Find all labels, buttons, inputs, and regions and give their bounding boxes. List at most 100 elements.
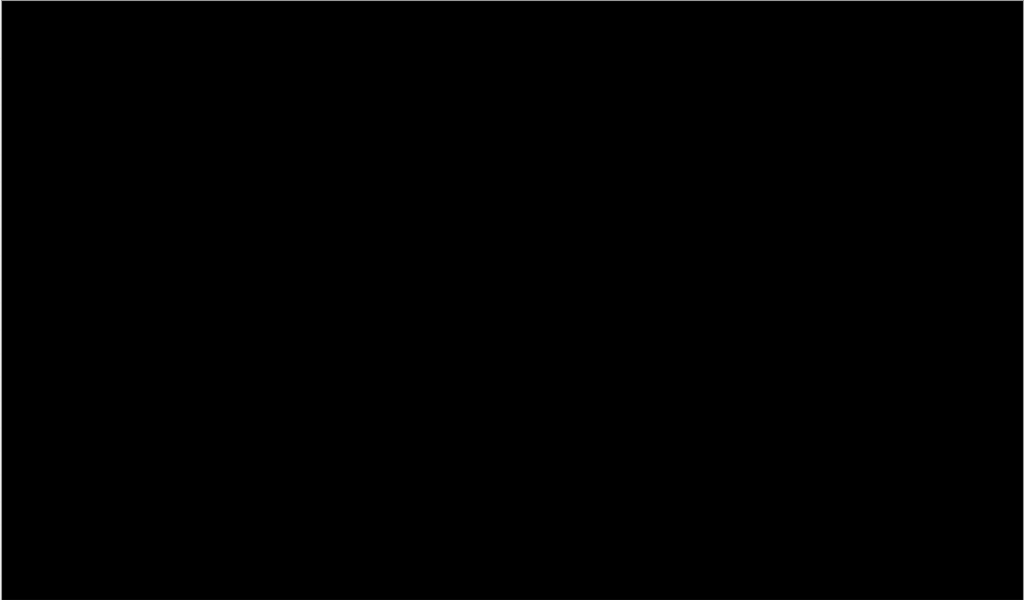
Text: 10460: 10460 — [984, 559, 1012, 568]
Text: 8368: 8368 — [887, 559, 909, 568]
Text: 12432: 12432 — [265, 412, 293, 421]
Text: 18: 18 — [892, 1, 904, 11]
Text: G120: G120 — [885, 28, 910, 37]
Bar — [1, 182, 1023, 206]
Text: 17826: 17826 — [315, 532, 343, 541]
Text: 6.85: 6.85 — [73, 116, 92, 125]
Text: 10889: 10889 — [165, 240, 193, 249]
Text: 30308: 30308 — [315, 213, 343, 222]
Text: 11092: 11092 — [834, 532, 861, 541]
Text: 8853: 8853 — [837, 314, 859, 323]
Text: 23798: 23798 — [934, 139, 962, 148]
Bar — [1, 552, 1023, 575]
Text: 15808: 15808 — [365, 314, 393, 323]
Text: 13716: 13716 — [934, 166, 962, 175]
Text: 21663: 21663 — [215, 89, 243, 98]
Text: 26250: 26250 — [315, 385, 343, 394]
Text: (psi): (psi) — [120, 49, 137, 58]
Text: 9842: 9842 — [168, 412, 189, 421]
Text: 11475: 11475 — [265, 583, 293, 592]
Text: 16333: 16333 — [834, 385, 862, 394]
Text: 7602: 7602 — [736, 435, 759, 444]
Text: 10878: 10878 — [215, 412, 243, 421]
Text: 18060: 18060 — [934, 361, 962, 370]
Text: 8400: 8400 — [736, 65, 759, 74]
Text: 12581: 12581 — [524, 337, 552, 346]
Text: 12647: 12647 — [984, 314, 1012, 323]
Text: 16800: 16800 — [265, 65, 293, 74]
Text: 6216: 6216 — [736, 412, 759, 421]
Text: 7874: 7874 — [786, 412, 809, 421]
Text: 11005: 11005 — [474, 435, 502, 444]
Text: 12163: 12163 — [884, 435, 911, 444]
Text: 12909: 12909 — [315, 583, 343, 592]
Text: 4: 4 — [28, 263, 35, 273]
Text: 12540: 12540 — [474, 263, 502, 272]
Text: (psi): (psi) — [680, 49, 697, 58]
Text: 11009: 11009 — [834, 337, 861, 346]
Text: 7863: 7863 — [736, 337, 759, 346]
Bar — [1, 256, 1023, 280]
Text: 10643: 10643 — [834, 435, 861, 444]
Text: G: G — [844, 28, 851, 37]
Text: 16.60: 16.60 — [70, 337, 95, 346]
Text: 18900: 18900 — [934, 458, 962, 467]
Text: 10759: 10759 — [625, 559, 652, 568]
Text: 18109: 18109 — [675, 532, 702, 541]
Text: 15204: 15204 — [265, 435, 293, 444]
Text: 15507: 15507 — [315, 509, 343, 518]
Text: 11366: 11366 — [574, 412, 602, 421]
Text: 22933: 22933 — [675, 361, 702, 370]
Text: 17920: 17920 — [474, 89, 502, 98]
Text: 15.50: 15.50 — [70, 213, 95, 222]
Text: 9: 9 — [435, 1, 441, 11]
Text: 150000: 150000 — [982, 38, 1014, 47]
Text: 24175: 24175 — [265, 139, 293, 148]
Text: 9154: 9154 — [477, 314, 500, 323]
Text: 9564: 9564 — [578, 559, 599, 568]
Text: (psi): (psi) — [939, 49, 956, 58]
Text: 8401: 8401 — [477, 485, 500, 494]
Text: 9525: 9525 — [118, 166, 140, 175]
Text: 16800: 16800 — [524, 458, 552, 467]
Text: 120000: 120000 — [263, 38, 295, 47]
Text: 10668: 10668 — [834, 166, 861, 175]
Text: 10447: 10447 — [934, 485, 962, 494]
Text: 19200: 19200 — [675, 65, 702, 74]
Text: 15840: 15840 — [574, 263, 602, 272]
Text: 19005: 19005 — [366, 435, 393, 444]
Text: (lb/ft): (lb/ft) — [71, 46, 94, 55]
Text: 11400: 11400 — [424, 287, 452, 296]
Text: 8032: 8032 — [837, 583, 859, 592]
Text: 13901: 13901 — [574, 435, 602, 444]
Text: 13986: 13986 — [315, 412, 343, 421]
Text: 19139: 19139 — [474, 139, 502, 148]
Text: 3 ¹⁄₂: 3 ¹⁄₂ — [20, 189, 42, 199]
Text: 17955: 17955 — [934, 287, 962, 296]
Text: 12635: 12635 — [783, 287, 812, 296]
Bar — [1, 109, 1023, 132]
Text: 19.20: 19.20 — [70, 485, 95, 494]
Bar — [1, 330, 1023, 354]
Text: 10491: 10491 — [574, 583, 602, 592]
Text: 26442: 26442 — [984, 139, 1012, 148]
Text: 6.65: 6.65 — [73, 89, 92, 98]
Text: 12405: 12405 — [934, 509, 962, 518]
Text: (psi): (psi) — [529, 49, 547, 58]
Text: 16303: 16303 — [315, 116, 343, 125]
Text: 13114: 13114 — [675, 583, 702, 592]
Text: 17145: 17145 — [315, 166, 343, 175]
Text: 15982: 15982 — [474, 190, 502, 199]
Text: 5: 5 — [28, 434, 35, 445]
Text: 17194: 17194 — [366, 240, 393, 249]
Text: 20187: 20187 — [574, 190, 602, 199]
Text: 13075: 13075 — [365, 559, 393, 568]
Text: 9180: 9180 — [887, 583, 909, 592]
Text: PREMIUM CLASS PIPE: PREMIUM CLASS PIPE — [501, 15, 627, 25]
Text: 7: 7 — [326, 1, 332, 11]
Bar — [1, 280, 1023, 303]
Text: 15120: 15120 — [934, 65, 962, 74]
Text: 8998: 8998 — [477, 412, 500, 421]
Text: 18240: 18240 — [574, 287, 602, 296]
Text: 12602: 12602 — [574, 509, 602, 518]
